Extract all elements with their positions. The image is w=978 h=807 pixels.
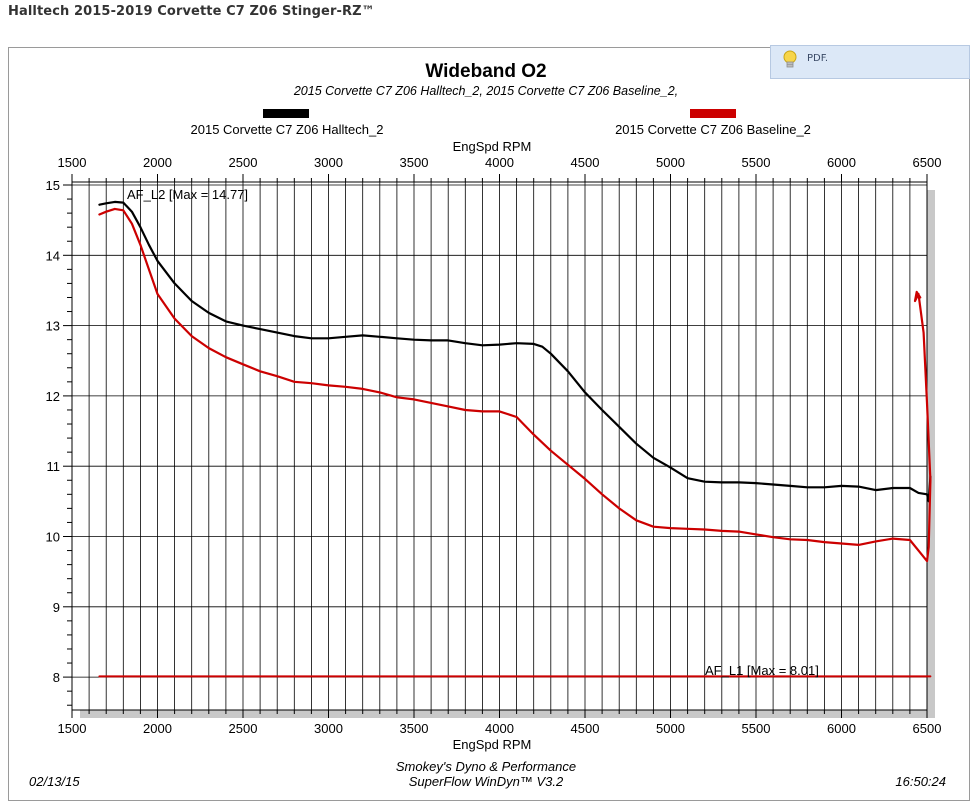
series-line-halltech: [98, 200, 932, 503]
x-tick-label-bottom: 2500: [229, 721, 258, 736]
y-tick-label: 10: [46, 530, 60, 545]
y-tick-label: 13: [46, 319, 60, 334]
y-tick-label: 11: [47, 459, 61, 474]
x-tick-label-bottom: 6000: [827, 721, 856, 736]
x-tick-label-top: 3500: [400, 155, 429, 170]
x-tick-label-top: 2000: [143, 155, 172, 170]
y-tick-label: 15: [46, 178, 60, 193]
footer-software: SuperFlow WinDyn™ V3.2: [409, 774, 564, 789]
x-axis-label-bottom: EngSpd RPM: [453, 737, 532, 752]
legend-label-halltech: 2015 Corvette C7 Z06 Halltech_2: [191, 122, 384, 137]
pdf-label: PDF.: [807, 53, 829, 64]
x-tick-label-top: 5500: [742, 155, 771, 170]
pdf-button[interactable]: PDF.: [770, 45, 970, 79]
footer-time: 16:50:24: [895, 774, 946, 789]
legend-swatch-baseline: [690, 109, 736, 118]
x-tick-label-bottom: 4000: [485, 721, 514, 736]
x-tick-label-top: 6500: [913, 155, 942, 170]
x-tick-label-bottom: 3000: [314, 721, 343, 736]
x-tick-label-bottom: 3500: [400, 721, 429, 736]
axis-ticks: 1500 1500 2000 2000 2500 2500 3000 3000 3500 3500…: [46, 155, 942, 736]
x-tick-label-bottom: 4500: [571, 721, 600, 736]
y-tick-label: 8: [53, 670, 60, 685]
series-line-baseline: [98, 207, 932, 563]
footer-date: 02/13/15: [29, 774, 80, 789]
x-tick-label-top: 4500: [571, 155, 600, 170]
x-axis-label-top: EngSpd RPM: [453, 139, 532, 154]
lightbulb-icon: [781, 49, 799, 76]
x-tick-label-top: 1500: [58, 155, 87, 170]
page-title: Halltech 2015-2019 Corvette C7 Z06 Sting…: [8, 4, 375, 19]
legend-swatch-halltech: [263, 109, 309, 118]
annotation-af-l2: AF_L2 [Max = 14.77]: [127, 187, 248, 202]
x-tick-label-top: 4000: [485, 155, 514, 170]
x-tick-label-top: 5000: [656, 155, 685, 170]
x-tick-label-top: 6000: [827, 155, 856, 170]
x-tick-label-bottom: 5000: [656, 721, 685, 736]
y-tick-label: 9: [53, 600, 60, 615]
x-tick-label-bottom: 6500: [913, 721, 942, 736]
x-tick-label-bottom: 5500: [742, 721, 771, 736]
legend-label-baseline: 2015 Corvette C7 Z06 Baseline_2: [615, 122, 811, 137]
chart-subtitle: 2015 Corvette C7 Z06 Halltech_2, 2015 Co…: [293, 84, 678, 98]
y-tick-label: 14: [46, 248, 60, 263]
y-tick-label: 12: [46, 389, 60, 404]
annotation-af-l1: AF_L1 [Max = 8.01]: [705, 663, 819, 678]
footer-company: Smokey's Dyno & Performance: [396, 759, 576, 774]
x-tick-label-bottom: 2000: [143, 721, 172, 736]
series-layer: [98, 200, 932, 678]
x-tick-label-bottom: 1500: [58, 721, 87, 736]
chart-title: Wideband O2: [425, 61, 546, 82]
grid: [72, 182, 927, 710]
x-tick-label-top: 2500: [229, 155, 258, 170]
x-tick-label-top: 3000: [314, 155, 343, 170]
